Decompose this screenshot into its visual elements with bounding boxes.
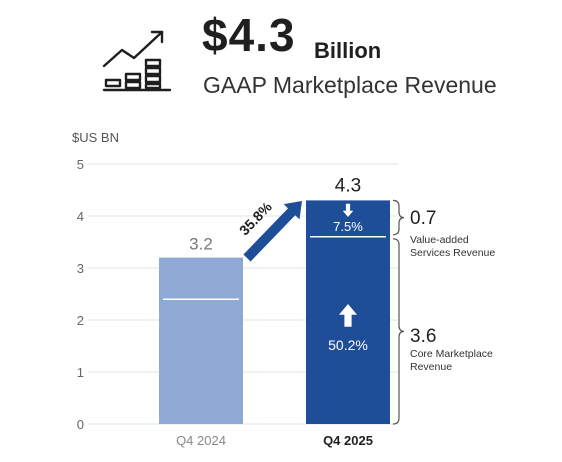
bar-value-label: 3.2 [189,235,213,254]
y-tick-label: 4 [77,209,84,224]
core-value-label: 3.6 [410,326,436,347]
core-growth-label: 50.2% [328,337,368,353]
headline-value: $4.3 [202,9,296,61]
y-tick-label: 5 [77,157,84,172]
bar-value-label: 4.3 [335,175,361,196]
core-brace [392,238,405,425]
growth-arrow: 35.8% [236,198,302,262]
y-tick-label: 2 [77,313,84,328]
vas-value-label: 0.7 [410,208,436,229]
growth-arrow-shape [243,201,302,262]
vas-brace [392,199,405,236]
headline-unit: Billion [314,38,382,63]
y-axis-label: $US BN [72,130,119,145]
x-tick-label: Q4 2025 [323,433,373,448]
y-tick-label: 1 [77,365,84,380]
core-description: Core Marketplace Revenue [410,348,493,373]
y-tick-label: 0 [77,417,84,432]
vas-description: Value-added Services Revenue [410,234,495,259]
vas-growth-label: 7.5% [333,219,363,234]
rising-bar-chart-arrow-icon [102,30,172,92]
up-arrow-icon [339,304,357,327]
headline-subtitle: GAAP Marketplace Revenue [203,72,497,98]
y-tick-label: 3 [77,261,84,276]
bar [159,257,243,424]
down-arrow-icon [342,203,354,217]
x-tick-label: Q4 2024 [176,433,226,448]
